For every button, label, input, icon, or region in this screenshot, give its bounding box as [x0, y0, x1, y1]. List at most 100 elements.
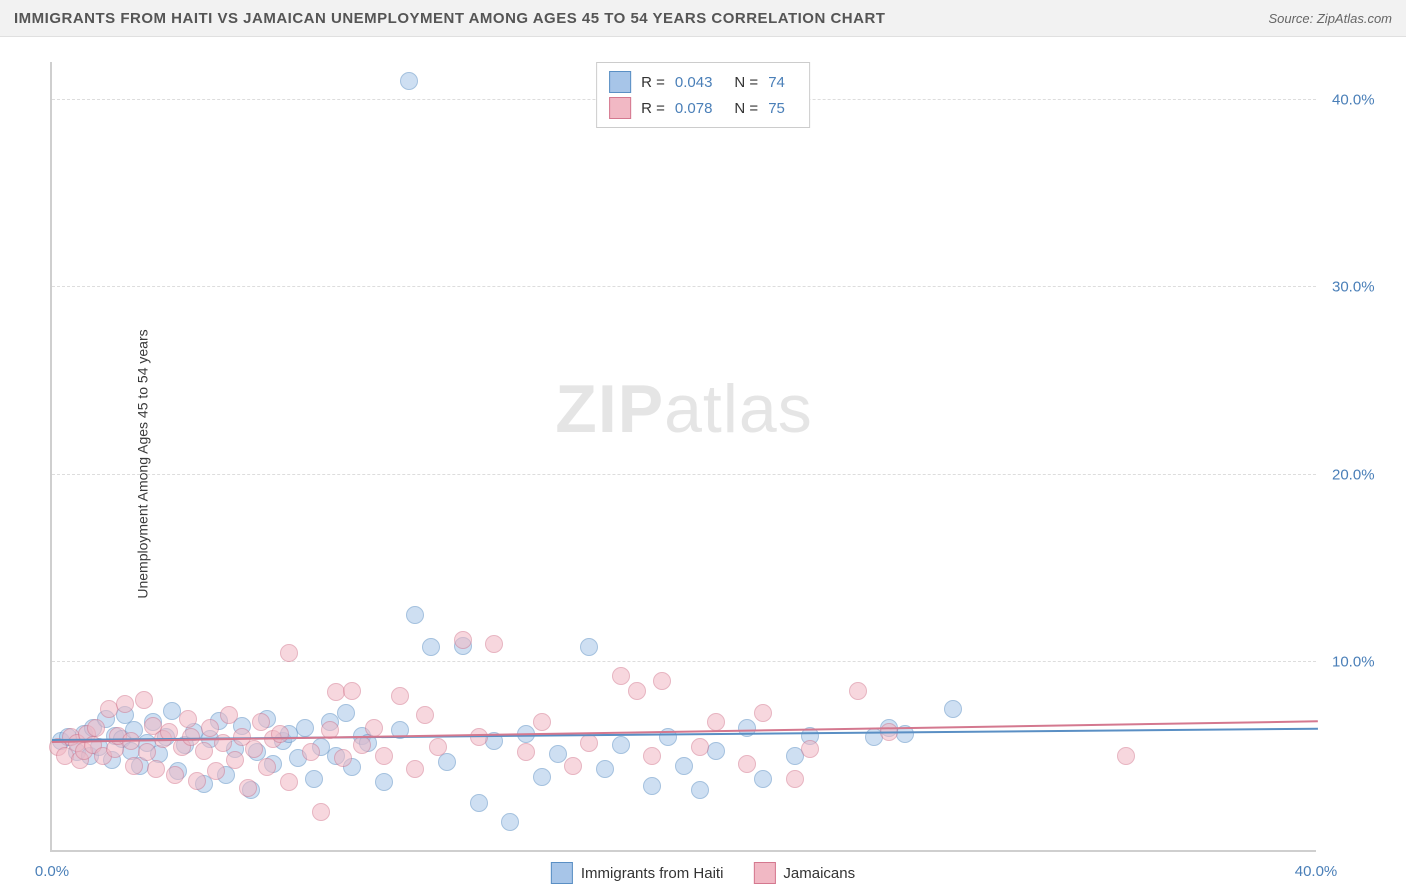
data-point [302, 743, 320, 761]
data-point [691, 781, 709, 799]
data-point [438, 753, 456, 771]
r-value: 0.078 [675, 100, 713, 117]
watermark-light: atlas [664, 371, 813, 447]
correlation-legend: R =0.043N =74R =0.078N =75 [596, 62, 810, 128]
legend-row: R = 0.043 N = 74 [609, 69, 797, 95]
data-point [429, 738, 447, 756]
series-legend-item: Immigrants from Haiti [551, 862, 724, 884]
data-point [375, 747, 393, 765]
watermark: ZIPatlas [555, 370, 812, 448]
data-point [400, 72, 418, 90]
data-point [643, 747, 661, 765]
data-point [596, 760, 614, 778]
series-name: Jamaicans [783, 865, 855, 882]
plot-region: ZIPatlas 10.0%20.0%30.0%40.0%0.0%40.0% [50, 62, 1316, 852]
legend-row: R =0.078N =75 [609, 95, 797, 121]
data-point [201, 719, 219, 737]
data-point [501, 813, 519, 831]
series-legend: Immigrants from Haiti Jamaicans [551, 862, 855, 884]
data-point [296, 719, 314, 737]
data-point [245, 740, 263, 758]
data-point [580, 734, 598, 752]
data-point [312, 803, 330, 821]
data-point [801, 740, 819, 758]
r-value: 0.043 [675, 74, 713, 91]
data-point [549, 745, 567, 763]
n-value: 74 [768, 74, 785, 91]
data-point [337, 704, 355, 722]
data-point [207, 762, 225, 780]
data-point [416, 706, 434, 724]
watermark-bold: ZIP [555, 371, 664, 447]
data-point [564, 757, 582, 775]
data-point [738, 755, 756, 773]
source-attribution: Source: ZipAtlas.com [1268, 11, 1392, 26]
gridline [52, 474, 1316, 475]
data-point [179, 710, 197, 728]
data-point [628, 682, 646, 700]
data-point [675, 757, 693, 775]
x-tick-label: 0.0% [35, 863, 69, 880]
chart-title: IMMIGRANTS FROM HAITI VS JAMAICAN UNEMPL… [14, 10, 885, 27]
data-point [1117, 747, 1135, 765]
data-point [147, 760, 165, 778]
data-point [406, 760, 424, 778]
data-point [135, 691, 153, 709]
y-tick-label: 30.0% [1332, 279, 1392, 296]
data-point [485, 635, 503, 653]
data-point [116, 695, 134, 713]
data-point [305, 770, 323, 788]
data-point [252, 713, 270, 731]
data-point [707, 742, 725, 760]
n-label: N = [734, 74, 758, 91]
y-tick-label: 40.0% [1332, 91, 1392, 108]
data-point [533, 713, 551, 731]
data-point [87, 719, 105, 737]
data-point [786, 770, 804, 788]
data-point [220, 706, 238, 724]
data-point [226, 751, 244, 769]
y-tick-label: 10.0% [1332, 654, 1392, 671]
legend-swatch [551, 862, 573, 884]
data-point [470, 794, 488, 812]
data-point [280, 644, 298, 662]
data-point [280, 773, 298, 791]
data-point [707, 713, 725, 731]
x-tick-label: 40.0% [1295, 863, 1338, 880]
series-name: Immigrants from Haiti [581, 865, 724, 882]
data-point [533, 768, 551, 786]
title-bar: IMMIGRANTS FROM HAITI VS JAMAICAN UNEMPL… [0, 0, 1406, 37]
data-point [406, 606, 424, 624]
data-point [849, 682, 867, 700]
series-legend-item: Jamaicans [753, 862, 855, 884]
data-point [643, 777, 661, 795]
data-point [188, 772, 206, 790]
legend-swatch [753, 862, 775, 884]
data-point [612, 736, 630, 754]
data-point [138, 743, 156, 761]
data-point [353, 736, 371, 754]
data-point [691, 738, 709, 756]
data-point [612, 667, 630, 685]
gridline [52, 286, 1316, 287]
data-point [271, 725, 289, 743]
data-point [166, 766, 184, 784]
data-point [580, 638, 598, 656]
data-point [517, 743, 535, 761]
data-point [334, 749, 352, 767]
data-point [258, 758, 276, 776]
chart-area: Unemployment Among Ages 45 to 54 years Z… [0, 36, 1406, 892]
data-point [653, 672, 671, 690]
n-label: N = [734, 100, 758, 117]
data-point [375, 773, 393, 791]
data-point [422, 638, 440, 656]
data-point [454, 631, 472, 649]
legend-swatch [609, 97, 631, 119]
data-point [754, 704, 772, 722]
r-label: R = [641, 100, 665, 117]
y-tick-label: 20.0% [1332, 466, 1392, 483]
data-point [343, 682, 361, 700]
data-point [391, 687, 409, 705]
r-label: R = [641, 74, 665, 91]
data-point [470, 728, 488, 746]
